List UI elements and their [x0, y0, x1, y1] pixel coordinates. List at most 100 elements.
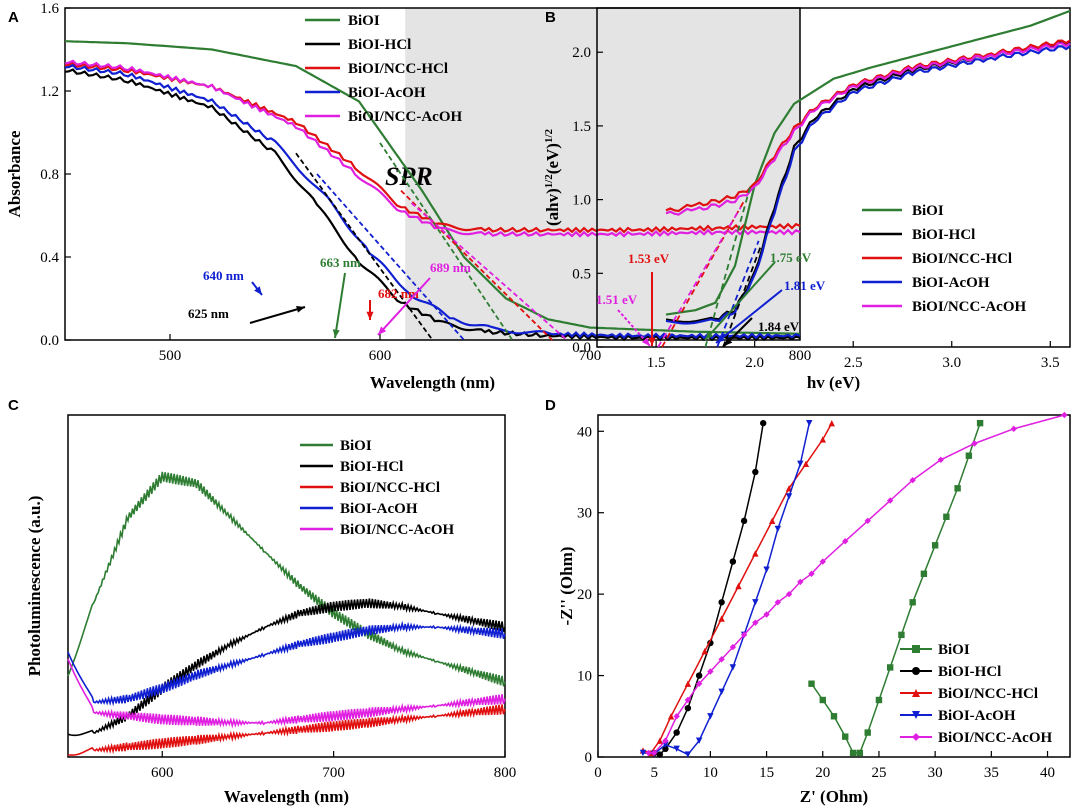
data-point [808, 570, 815, 577]
series-line-bioi-ncc-hcl [642, 422, 833, 754]
x-tick-label: 700 [579, 348, 602, 364]
data-point [662, 737, 669, 744]
data-point [971, 440, 978, 447]
data-point [735, 582, 742, 590]
data-point [650, 749, 658, 757]
data-point [718, 615, 725, 622]
data-point [673, 713, 680, 720]
arrow-head [296, 305, 305, 313]
data-point [763, 566, 770, 573]
arrow-head [716, 335, 725, 343]
x-axis-label: Wavelength (nm) [370, 373, 495, 392]
data-point [920, 570, 928, 577]
tangent-line [722, 246, 762, 348]
x-tick-label: 40 [1040, 765, 1055, 781]
data-point [752, 599, 759, 606]
x-tick-label: 25 [871, 765, 886, 781]
data-point [645, 749, 652, 757]
data-point [763, 611, 770, 618]
y-tick-label: 0.8 [40, 167, 59, 183]
arrow-head [724, 337, 733, 346]
data-point [819, 696, 826, 704]
data-point [656, 751, 664, 758]
tangent-line [716, 240, 760, 348]
y-tick-label: 20 [577, 587, 592, 603]
x-tick-label: 15 [759, 765, 774, 781]
legend-label: BiOI/NCC-AcOH [912, 299, 1026, 315]
annotation-label: 1.51 eV [596, 292, 638, 307]
x-tick-label: 800 [494, 765, 517, 781]
data-point [718, 599, 725, 606]
data-point [695, 680, 703, 687]
y-tick-label: 0.0 [572, 340, 591, 356]
legend-label: BiOI-HCl [912, 227, 975, 243]
data-point [729, 664, 737, 671]
y-tick-label: 1.0 [572, 193, 591, 209]
legend-label: BiOI-AcOH [340, 501, 418, 517]
data-point [909, 476, 916, 484]
data-point [806, 419, 813, 427]
data-point [912, 711, 920, 719]
series-line-bioi-ncc-acoh [64, 59, 801, 238]
panel-c-letter: C [8, 397, 19, 414]
plot-frame [597, 414, 1071, 758]
data-point [797, 578, 804, 586]
data-point [1061, 411, 1068, 419]
legend-label: BiOI [348, 13, 380, 29]
series-line-bioi-acoh [67, 620, 506, 707]
x-tick-label: 35 [984, 765, 999, 781]
series-line-bioi-hcl [64, 68, 801, 342]
series-line-bioi-acoh [665, 45, 1071, 325]
data-point [912, 689, 920, 697]
annotation-label: 1.53 eV [628, 251, 670, 266]
legend-label: BiOI [938, 642, 970, 658]
legend-label: BiOI/NCC-HCl [938, 686, 1038, 702]
y-tick-label: 0.0 [40, 333, 59, 349]
data-point [673, 729, 680, 736]
data-point [842, 538, 849, 545]
data-point [864, 517, 871, 525]
data-point [819, 436, 826, 443]
data-point [774, 599, 782, 606]
data-point [656, 737, 664, 744]
data-point [752, 619, 759, 626]
data-point [785, 493, 793, 500]
data-point [673, 745, 680, 753]
data-point [864, 729, 871, 736]
data-point [752, 468, 759, 476]
data-point [976, 419, 984, 427]
annotation-arrow [377, 277, 431, 336]
data-point [662, 745, 669, 753]
plot-frame [596, 7, 1071, 348]
data-point [909, 599, 916, 606]
data-point [886, 664, 894, 671]
arrow-head [332, 329, 340, 338]
x-tick-label: 1.5 [647, 355, 666, 371]
x-tick-label: 2.5 [844, 355, 863, 371]
series-line-bioi-hcl [67, 598, 506, 737]
data-point [886, 497, 894, 504]
plot-frame [67, 414, 506, 758]
data-point [828, 419, 835, 427]
data-point [718, 656, 725, 663]
data-point [707, 668, 714, 675]
series-line-bioi-ncc-hcl [665, 39, 1071, 213]
data-point [684, 696, 692, 704]
y-axis-label: (ahv)1/2(eV)1/2 [543, 128, 562, 226]
series-line-bioi [810, 422, 981, 754]
annotation-label: 682 nm [378, 286, 419, 301]
data-point [718, 688, 725, 696]
data-point [943, 513, 950, 520]
legend-label: BiOI [912, 203, 944, 219]
x-tick-label: 10 [703, 765, 718, 781]
x-axis-label: hv (eV) [807, 373, 860, 392]
legend-label: BiOI-HCl [340, 459, 403, 475]
legend-label: BiOI-HCl [348, 37, 411, 53]
y-axis-label: Absorbance [5, 130, 24, 217]
data-point [912, 645, 920, 653]
x-tick-label: 30 [928, 765, 943, 781]
data-point [774, 525, 782, 533]
series-line-bioi-ncc-acoh [67, 658, 506, 729]
arrow-head [366, 311, 374, 320]
